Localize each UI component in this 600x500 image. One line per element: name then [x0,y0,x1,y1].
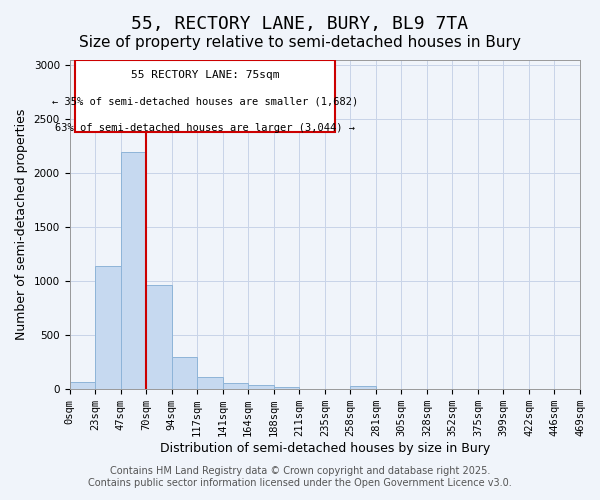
Bar [121,152,146,389]
Bar [197,378,223,389]
X-axis label: Distribution of semi-detached houses by size in Bury: Distribution of semi-detached houses by … [160,442,490,455]
Bar [248,385,274,389]
Text: Contains HM Land Registry data © Crown copyright and database right 2025.
Contai: Contains HM Land Registry data © Crown c… [88,466,512,487]
Bar [325,388,350,389]
Bar [223,382,248,389]
Text: 63% of semi-detached houses are larger (3,044) →: 63% of semi-detached houses are larger (… [55,122,355,132]
Bar [70,382,95,389]
Text: Size of property relative to semi-detached houses in Bury: Size of property relative to semi-detach… [79,35,521,50]
Bar [95,266,121,389]
FancyBboxPatch shape [74,60,335,132]
Bar [146,284,172,389]
Bar [350,386,376,389]
Text: 55 RECTORY LANE: 75sqm: 55 RECTORY LANE: 75sqm [131,70,279,80]
Text: ← 35% of semi-detached houses are smaller (1,682): ← 35% of semi-detached houses are smalle… [52,96,358,106]
Bar [299,388,325,389]
Bar [172,357,197,389]
Y-axis label: Number of semi-detached properties: Number of semi-detached properties [15,109,28,340]
Text: 55, RECTORY LANE, BURY, BL9 7TA: 55, RECTORY LANE, BURY, BL9 7TA [131,15,469,33]
Bar [274,387,299,389]
